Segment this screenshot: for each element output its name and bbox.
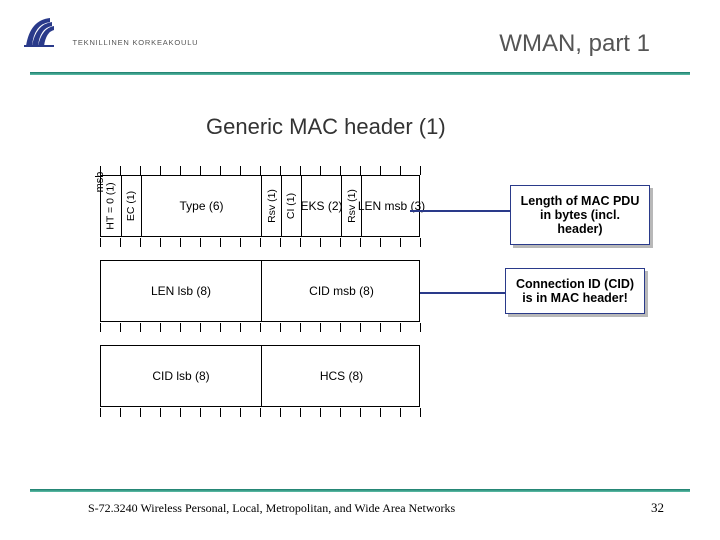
field-cell: CI (1): [281, 176, 301, 236]
callout-cid: Connection ID (CID) is in MAC header!: [505, 268, 645, 314]
callout-connector: [420, 292, 505, 294]
bit-ticks: [100, 238, 420, 248]
callout-text: Length of MAC PDU in bytes (incl. header…: [521, 194, 640, 236]
field-cell: EKS (2): [301, 176, 341, 236]
field-label: CID lsb (8): [152, 369, 209, 383]
callout-text: Connection ID (CID) is in MAC header!: [516, 277, 634, 305]
callout-length: Length of MAC PDU in bytes (incl. header…: [510, 185, 650, 245]
bit-ticks: [100, 408, 420, 418]
field-label: LEN lsb (8): [151, 284, 211, 298]
course-code: S-72.3240 Wireless Personal, Local, Metr…: [88, 501, 455, 516]
header-divider: [30, 72, 690, 75]
header-row-1: LEN lsb (8) CID msb (8): [100, 260, 420, 322]
slide-header: TEKNILLINEN KORKEAKOULU WMAN, part 1: [0, 0, 720, 76]
field-label: HCS (8): [320, 369, 363, 383]
footer-divider: [30, 489, 690, 492]
field-label: CI (1): [286, 193, 298, 219]
slide-title: Generic MAC header (1): [206, 114, 446, 140]
field-cell: EC (1): [121, 176, 141, 236]
field-label: CID msb (8): [309, 284, 374, 298]
header-row-0: HT = 0 (1) EC (1) Type (6) Rsv (1) CI (1)EKS…: [100, 175, 420, 237]
field-cell: HCS (8): [261, 346, 421, 406]
field-cell: HT = 0 (1): [101, 176, 121, 236]
lecture-title: WMAN, part 1: [499, 30, 650, 58]
field-cell: Type (6): [141, 176, 261, 236]
field-label: Rsv (1): [346, 189, 358, 223]
mac-header-diagram: msb HT = 0 (1)EC (1)Type (6)Rsv (1)CI (1…: [88, 160, 418, 410]
field-cell: LEN msb (3): [361, 176, 421, 236]
field-label: HT = 0 (1): [105, 182, 117, 229]
field-label: Rsv (1): [266, 189, 278, 223]
logo-mark-icon: [20, 12, 60, 57]
field-cell: CID lsb (8): [101, 346, 261, 406]
header-row-2: CID lsb (8) HCS (8): [100, 345, 420, 407]
field-cell: LEN lsb (8): [101, 261, 261, 321]
field-label: EKS (2): [301, 199, 343, 213]
bit-ticks: [100, 323, 420, 333]
page-number: 32: [651, 500, 664, 516]
field-label: Type (6): [179, 199, 223, 213]
field-cell: CID msb (8): [261, 261, 421, 321]
callout-connector: [410, 210, 510, 212]
institution-logo: TEKNILLINEN KORKEAKOULU: [20, 12, 220, 62]
field-cell: Rsv (1): [261, 176, 281, 236]
field-label: EC (1): [126, 191, 138, 221]
institution-name: TEKNILLINEN KORKEAKOULU: [72, 38, 198, 47]
